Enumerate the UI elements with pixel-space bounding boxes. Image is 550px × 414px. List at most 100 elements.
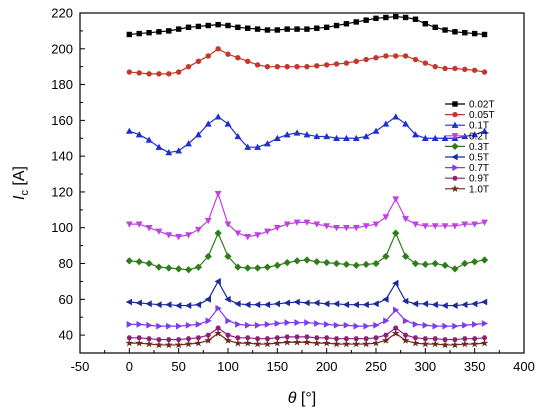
data-point: [353, 19, 359, 25]
data-point: [471, 131, 479, 138]
data-point: [273, 134, 281, 141]
legend-label: 0.3T: [469, 142, 489, 153]
data-point: [314, 63, 320, 69]
data-point: [481, 320, 489, 327]
data-point: [136, 30, 142, 37]
data-point: [382, 295, 389, 303]
data-point: [126, 320, 133, 328]
legend-swatch-marker: [452, 164, 459, 172]
data-point: [195, 335, 202, 341]
data-point: [313, 299, 320, 307]
data-point: [391, 329, 400, 337]
data-point: [175, 69, 182, 75]
data-point: [481, 335, 488, 341]
data-point: [333, 321, 341, 329]
data-point: [421, 223, 429, 230]
data-point: [135, 299, 142, 307]
data-point: [304, 319, 311, 326]
data-point: [125, 127, 133, 134]
data-point: [402, 120, 410, 127]
data-point: [253, 339, 262, 348]
data-point: [205, 317, 212, 325]
x-axis-title-symbol: θ: [288, 390, 297, 407]
data-point: [342, 339, 351, 348]
data-point: [442, 322, 449, 330]
data-point: [441, 134, 449, 141]
data-point: [224, 120, 232, 127]
y-axis-title-subscript: c: [19, 190, 31, 196]
data-point: [402, 216, 410, 223]
data-point: [452, 337, 458, 342]
data-point: [481, 219, 488, 226]
data-point: [303, 219, 311, 226]
data-point: [372, 127, 380, 134]
data-point: [401, 336, 410, 344]
data-point: [156, 71, 162, 77]
data-point: [431, 259, 439, 268]
data-point: [165, 264, 173, 272]
data-point: [441, 261, 449, 269]
data-point: [332, 339, 341, 348]
data-point: [304, 63, 310, 70]
data-point: [333, 300, 340, 308]
legend-label: 1.0T: [469, 184, 489, 195]
data-point: [145, 300, 152, 308]
series-line: [129, 232, 485, 271]
data-point: [156, 337, 162, 342]
data-point: [146, 71, 152, 77]
data-point: [442, 337, 448, 342]
x-tick-label: 50: [171, 359, 185, 374]
data-point: [264, 27, 271, 33]
legend-swatch-marker: [451, 184, 459, 193]
data-point: [166, 71, 172, 77]
data-point: [225, 332, 231, 338]
data-point: [175, 26, 182, 32]
data-point: [372, 339, 380, 347]
x-axis-ticks: -50 0 50 100 150 200 250 300 350 400: [71, 348, 535, 374]
data-point: [412, 335, 419, 341]
legend-entry: 0.9T: [445, 174, 489, 185]
data-point: [451, 223, 459, 230]
data-point: [411, 339, 420, 347]
x-axis-title-unit: [°]: [296, 390, 316, 407]
data-point: [204, 217, 212, 225]
data-point: [244, 335, 251, 341]
data-point: [362, 260, 370, 269]
data-point: [194, 131, 202, 138]
data-point: [264, 320, 271, 328]
series-0.9T: [126, 325, 488, 342]
series-0.1T: [125, 113, 488, 156]
data-point: [294, 26, 300, 32]
data-point: [185, 302, 192, 309]
data-point: [224, 221, 232, 228]
data-point: [284, 334, 290, 340]
data-point: [293, 219, 301, 226]
legend-entry: 1.0T: [445, 184, 489, 195]
data-point: [461, 301, 468, 309]
data-point: [235, 55, 241, 61]
data-point: [342, 260, 351, 269]
y-axis-title: Ic [A]: [11, 166, 31, 200]
data-point: [303, 338, 311, 346]
y-tick-label: 60: [59, 292, 73, 307]
data-point: [166, 28, 172, 34]
data-point: [342, 225, 350, 232]
x-axis-title: θ [°]: [288, 390, 316, 407]
data-point: [352, 301, 359, 309]
data-point: [431, 223, 439, 230]
data-point: [263, 339, 272, 348]
data-point: [421, 339, 430, 348]
y-tick-label: 220: [51, 6, 73, 21]
data-point: [214, 329, 223, 337]
data-point: [135, 131, 143, 138]
data-point: [245, 25, 251, 31]
data-point: [273, 261, 281, 269]
data-point: [451, 265, 459, 273]
data-point: [421, 134, 429, 141]
data-point: [235, 320, 242, 328]
data-point: [471, 67, 478, 73]
data-point: [126, 69, 133, 75]
data-point: [422, 336, 429, 342]
data-point: [412, 56, 419, 63]
data-point: [323, 132, 331, 140]
